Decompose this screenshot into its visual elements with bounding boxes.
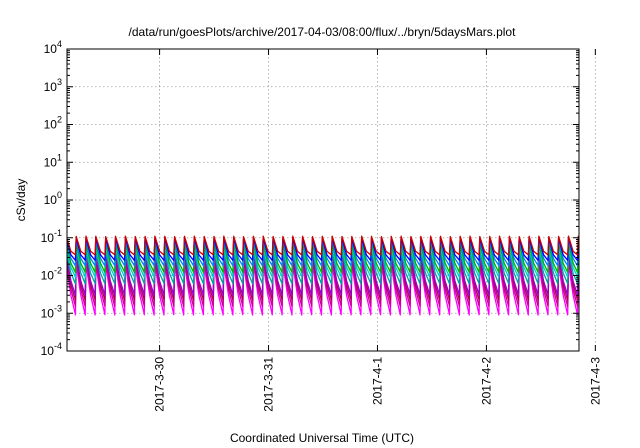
y-axis-label: cSv/day [14, 179, 28, 222]
x-axis-label: Coordinated Universal Time (UTC) [230, 431, 414, 445]
y-tick-label: 100 [44, 190, 62, 207]
y-tick-label: 10-3 [41, 303, 62, 320]
x-tick-label: 2017-4-1 [370, 357, 384, 405]
x-tick-label: 2017-3-30 [153, 357, 167, 412]
axes: 10-4 10-3 10-2 10-1 100 101 102 103 104 2017-3-30… [41, 39, 603, 412]
series-line [67, 235, 579, 256]
y-tick-label: 104 [44, 39, 62, 56]
plot-area [67, 235, 579, 316]
series-line [67, 237, 579, 262]
y-tick-label: 10-1 [41, 228, 62, 245]
chart-title: /data/run/goesPlots/archive/2017-04-03/0… [129, 25, 517, 39]
y-tick-label: 101 [44, 152, 62, 169]
x-tick-label: 2017-4-3 [588, 357, 602, 405]
y-tick-label: 10-2 [41, 266, 62, 283]
y-tick-label: 102 [44, 115, 62, 132]
y-tick-label: 103 [44, 77, 62, 94]
x-tick-label: 2017-3-31 [262, 357, 276, 412]
series-line [67, 245, 579, 278]
x-tick-label: 2017-4-2 [479, 357, 493, 405]
series-line [67, 256, 579, 301]
y-tick-label: 10-4 [41, 341, 62, 358]
